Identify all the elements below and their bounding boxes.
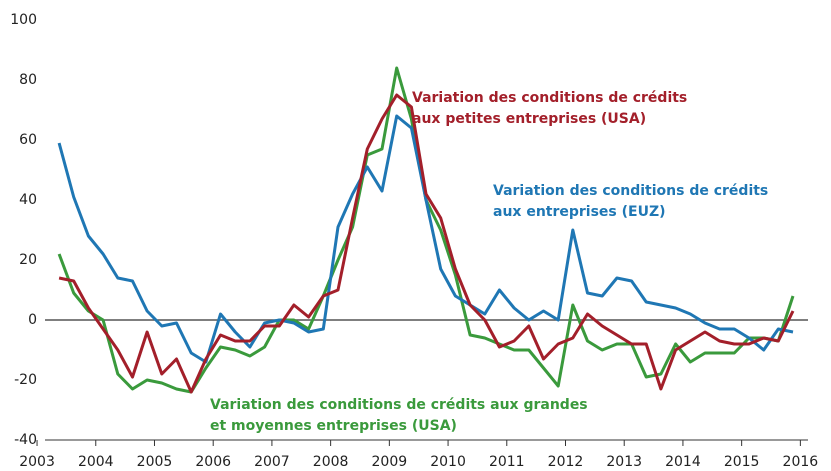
x-tick-label: 2009 (372, 454, 408, 470)
y-tick-label: 80 (19, 72, 37, 88)
annotation: Variation des conditions de crédits (493, 183, 768, 199)
x-tick-label: 2013 (606, 454, 642, 470)
x-tick-label: 2012 (548, 454, 584, 470)
x-tick-label: 2011 (489, 454, 525, 470)
annotation: Variation des conditions de crédits (412, 90, 687, 106)
y-tick-label: 100 (10, 12, 37, 28)
y-tick-label: 60 (19, 132, 37, 148)
y-tick-label: -40 (14, 432, 37, 448)
y-tick-label: 0 (28, 312, 37, 328)
x-tick-label: 2010 (430, 454, 466, 470)
x-tick-label: 2014 (665, 454, 701, 470)
series-line (58, 93, 795, 394)
annotation: Variation des conditions de crédits aux … (210, 397, 588, 413)
annotation: aux entreprises (EUZ) (493, 204, 666, 220)
x-tick-label: 2003 (19, 454, 55, 470)
y-tick-label: -20 (14, 372, 37, 388)
y-tick-label: 40 (19, 192, 37, 208)
x-tick-label: 2004 (78, 454, 114, 470)
y-tick-label: 20 (19, 252, 37, 268)
annotation: et moyennes entreprises (USA) (210, 418, 457, 434)
x-tick-label: 2005 (137, 454, 173, 470)
x-tick-label: 2016 (783, 454, 819, 470)
x-tick-label: 2015 (724, 454, 760, 470)
annotation: aux petites entreprises (USA) (412, 111, 646, 127)
x-tick-label: 2007 (254, 454, 290, 470)
series-line (57, 114, 794, 364)
x-tick-label: 2008 (313, 454, 349, 470)
x-tick-label: 2006 (195, 454, 231, 470)
